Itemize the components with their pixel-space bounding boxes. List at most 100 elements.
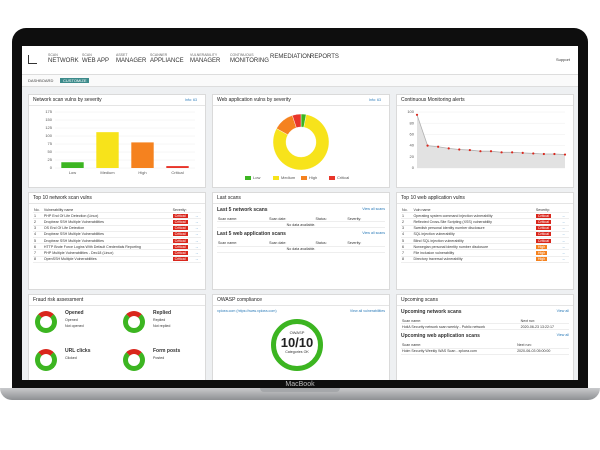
cell: 2 [401, 218, 413, 226]
row[interactable]: 2 Dropbear SSH Multiple Vulnerabilities Cr… [33, 218, 201, 226]
nav-item[interactable]: SCAN WEB APP [82, 53, 109, 63]
arrow[interactable]: → [560, 249, 569, 257]
row[interactable]: 6 HTTP Brute Force Logins With Default Cr… [33, 243, 201, 251]
header-cell: Next run: [519, 318, 569, 325]
y-tick-label: 50 [48, 149, 53, 154]
cell: Dropbear SSH Multiple Vulnerabilities [42, 231, 172, 238]
nav-item[interactable]: SCAN NETWORK [48, 53, 79, 64]
legend-swatch [245, 176, 251, 180]
row[interactable]: 2 Reflected Cross-Site Scripting (XSS) vu… [401, 218, 569, 226]
cell-text: 6 [402, 244, 404, 249]
row[interactable]: 3 Swedish personal identity number disclo… [401, 225, 569, 232]
link[interactable]: View all [556, 333, 569, 338]
cell: Dropbear SSH Multiple Vulnerabilities [42, 237, 172, 245]
arrow[interactable]: → [560, 237, 569, 245]
panel: Fraud risk assessment Opened Opened Not ope… [28, 294, 206, 380]
row[interactable]: 7 File inclusion vulnerability High → [401, 249, 569, 257]
point [521, 151, 524, 154]
row[interactable]: 5 Dropbear SSH Multiple Vulnerabilities Cr… [33, 237, 201, 245]
cell-text: 3 [402, 226, 404, 231]
header-row: Scan name: Scan date: Status: Severity: [217, 216, 385, 223]
cell: 6 [33, 243, 43, 251]
nav-item[interactable]: SCANNER APPLIANCE [150, 53, 184, 63]
arrow[interactable]: → [193, 212, 201, 220]
row[interactable]: 7 PHP Multiple Vulnerabilities - Dec18 (L… [33, 249, 201, 257]
cell: 3 [401, 225, 413, 232]
nav-item[interactable]: CONTINUOUS MONITORING [230, 53, 269, 63]
cell: Critical [534, 237, 561, 245]
header-row: Scan name: Next run: [401, 318, 569, 325]
tab[interactable]: DASHBOARD [28, 78, 54, 83]
arrow[interactable]: → [560, 225, 569, 232]
arrow[interactable]: → [193, 237, 201, 245]
row[interactable]: 8 OpenSSH Multiple Vulnerabilities Critica… [33, 256, 201, 263]
section-title: Last 5 web application scans View all sca… [217, 231, 385, 238]
nav-item-main: NETWORK [48, 57, 79, 64]
link[interactable]: View all scans [362, 207, 385, 211]
nav-item[interactable]: ASSET MANAGER [116, 53, 146, 63]
arrow[interactable]: → [560, 243, 569, 251]
row[interactable]: 6 Norwegian personal identity number disc… [401, 243, 569, 251]
row[interactable]: 5 Blind SQL injection vulnerability Critic… [401, 237, 569, 245]
panel-title: Network scan vulns by severity Info: 63 [29, 95, 205, 106]
link[interactable]: View all [556, 309, 569, 313]
nav-item-top: SCAN [82, 53, 92, 57]
row[interactable]: 1 PHP End Of Life Detection (Linux) Critic… [33, 212, 201, 220]
header-cell: Vulnerability name [42, 207, 172, 214]
row: HoliA Security network scan weekly - Pub… [401, 323, 569, 331]
chart: 0 25 50 75 100 125 150 175 Low Medium High Critical [45, 109, 195, 175]
arrow[interactable]: → [560, 212, 569, 220]
cell: Critical [534, 231, 561, 238]
tab[interactable]: CUSTOMIZE [60, 78, 90, 83]
cell-text: 5 [402, 238, 404, 243]
link[interactable]: View all scans [362, 231, 385, 236]
cell-text: 2 [34, 219, 36, 224]
panel-title: Last scans [213, 193, 389, 204]
cell-text: 8 [402, 257, 404, 262]
cell: Critical [534, 225, 561, 232]
nav-item[interactable]: VULNERABILITY MANAGER [190, 53, 220, 63]
cell: 8 [33, 256, 43, 263]
panel-title: Continuous Monitoring alerts [397, 95, 573, 106]
y-tick-label: 20 [410, 154, 415, 159]
arrow[interactable]: → [193, 243, 201, 251]
cell: OS End Of Life Detection [42, 225, 172, 232]
arrow[interactable]: → [193, 249, 201, 257]
arrow[interactable]: → [560, 256, 569, 263]
arrow[interactable]: → [193, 225, 201, 232]
panel: Top 10 web application vulns No. Vuln name… [396, 192, 574, 290]
arrow[interactable]: → [560, 218, 569, 226]
y-tick-label: 125 [45, 125, 52, 130]
nav-item[interactable]: REPORTS [310, 54, 339, 60]
row[interactable]: 4 Dropbear SSH Multiple Vulnerabilities Cr… [33, 231, 201, 238]
nav-item-top: CONTINUOUS [230, 53, 254, 57]
arrow[interactable]: → [193, 231, 201, 238]
arrow[interactable]: → [193, 256, 201, 263]
cell-text: OS End Of Life Detection [43, 226, 85, 231]
legend-label: High [309, 175, 317, 180]
arrow[interactable]: → [193, 218, 201, 226]
laptop-base [0, 388, 600, 400]
y-tick-label: 60 [410, 131, 415, 136]
fraud-ring [123, 349, 145, 371]
legend-swatch [329, 176, 335, 180]
area [417, 114, 565, 168]
cell-text: Operating system command injection vulne… [413, 213, 493, 218]
link[interactable]: View all vulnerabilities [349, 309, 385, 313]
owasp-ring: OWASP 10/10 Categories OK [271, 319, 323, 371]
arrow[interactable]: → [560, 231, 569, 238]
row[interactable]: 8 Directory traversal vulnerability High → [401, 256, 569, 263]
nav-item-top: SCANNER [150, 53, 168, 57]
cell: 1 [33, 212, 43, 220]
bar [166, 166, 189, 168]
fraud-title: Replied [153, 310, 172, 316]
fraud-item: Opened Opened Not opened [33, 309, 117, 343]
row[interactable]: 4 SQL injection vulnerability Critical → [401, 231, 569, 238]
row[interactable]: 1 Operating system command injection vuln… [401, 212, 569, 220]
fraud-legend: Posted [153, 356, 165, 360]
support-link[interactable]: Support [555, 57, 570, 62]
nav-item[interactable]: REMEDIATION [270, 54, 311, 60]
logo [28, 55, 37, 64]
cell-text: 6 [34, 244, 36, 249]
row[interactable]: 3 OS End Of Life Detection Critical → [33, 225, 201, 232]
